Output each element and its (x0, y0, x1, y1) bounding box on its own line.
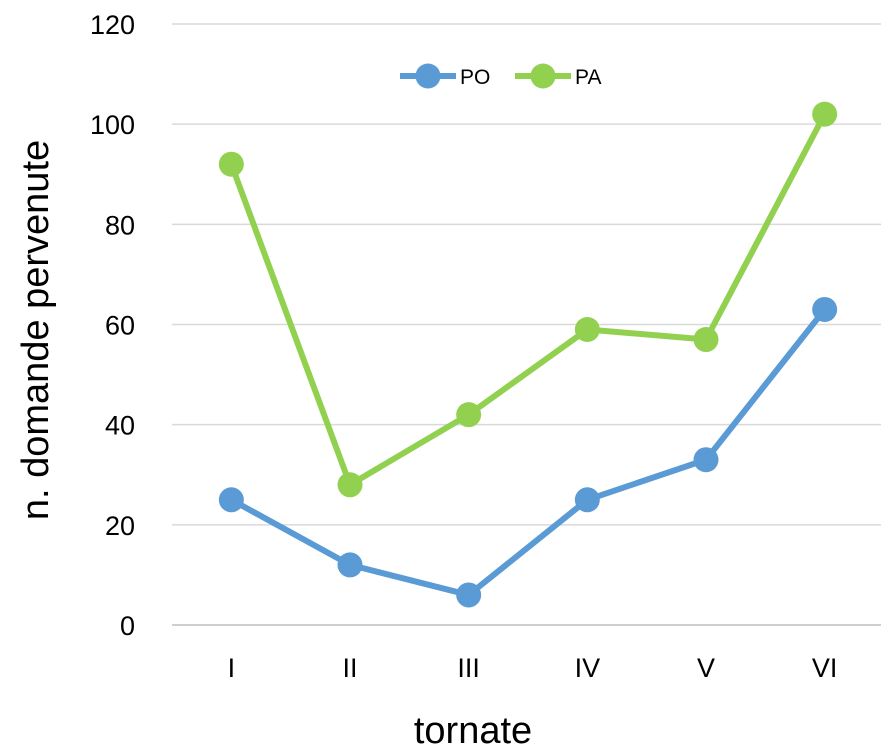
y-tick-label: 0 (120, 611, 135, 641)
x-tick-label: VI (812, 653, 838, 683)
data-point-pa (812, 101, 838, 127)
legend-marker-po (415, 63, 441, 89)
x-tick-label: I (228, 653, 236, 683)
x-tick-label: II (342, 653, 357, 683)
legend-label-po: PO (460, 66, 490, 89)
x-axis-title: tornate (414, 710, 532, 749)
x-tick-label: III (457, 653, 480, 683)
data-point-po (812, 296, 838, 322)
gridlines (172, 23, 881, 626)
data-point-pa (574, 317, 600, 343)
data-point-po (574, 487, 600, 513)
legend-item-pa: PA (515, 63, 601, 89)
y-tick-label: 60 (105, 311, 135, 341)
y-tick-label: 40 (105, 411, 135, 441)
data-point-po (218, 487, 244, 513)
y-axis-title: n. domande pervenute (15, 140, 57, 520)
data-point-pa (337, 472, 363, 498)
x-tick-label: V (697, 653, 715, 683)
data-point-pa (693, 327, 719, 353)
series-pa (218, 101, 838, 498)
data-point-pa (456, 402, 482, 428)
legend: PO PA (400, 63, 601, 89)
x-tick-label: IV (575, 653, 601, 683)
data-point-pa (218, 151, 244, 177)
legend-marker-pa (530, 63, 556, 89)
y-axis-tick-labels: 0 20 40 60 80 100 120 (90, 10, 135, 641)
series-group (218, 101, 838, 608)
y-tick-label: 120 (90, 10, 135, 40)
data-point-po (337, 552, 363, 578)
data-point-po (456, 582, 482, 608)
y-tick-label: 20 (105, 511, 135, 541)
series-line-pa (228, 111, 828, 488)
legend-label-pa: PA (575, 66, 601, 89)
series-po (218, 296, 838, 608)
legend-item-po: PO (400, 63, 490, 89)
data-point-po (693, 447, 719, 473)
series-line-po (228, 306, 828, 598)
y-tick-label: 80 (105, 210, 135, 240)
x-axis-tick-labels: I II III IV V VI (228, 653, 838, 683)
y-tick-label: 100 (90, 110, 135, 140)
